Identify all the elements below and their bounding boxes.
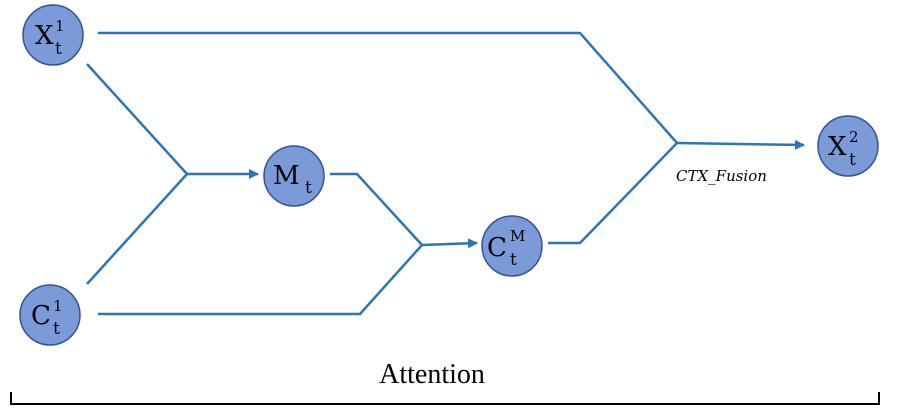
- edge-cm-to-fusion: [548, 142, 678, 245]
- ctx-fusion-label: CTX_Fusion: [676, 167, 767, 185]
- node-m: M t: [263, 145, 325, 207]
- node-x1: X 1 t: [22, 4, 84, 66]
- attention-label: Attention: [379, 359, 485, 390]
- node-x1-sup: 1: [55, 17, 65, 35]
- node-c1-base: C: [31, 301, 51, 331]
- edge-m-to-merge2: [330, 172, 423, 246]
- node-cm-sub: t: [510, 250, 517, 270]
- attention-bracket: [10, 392, 880, 405]
- node-c1-sup: 1: [53, 297, 63, 315]
- edge-c1-to-merge: [86, 173, 188, 285]
- node-x1-base: X: [35, 21, 54, 51]
- node-c1-sub: t: [53, 319, 60, 339]
- node-c1: C 1 t: [19, 284, 81, 346]
- edge-c1-to-merge2: [98, 244, 423, 316]
- node-cm: C M t: [481, 215, 543, 277]
- edge-fusion-to-x2: [676, 139, 805, 150]
- node-x2-base: X: [828, 132, 847, 162]
- edge-x1-to-merge: [86, 63, 188, 175]
- node-x2-sub: t: [849, 150, 856, 170]
- node-cm-base: C: [487, 233, 507, 263]
- node-m-base: M: [273, 161, 300, 191]
- node-cm-sup: M: [510, 227, 525, 245]
- node-x2-sup: 2: [849, 128, 859, 146]
- edge-merge2-to-cm: [421, 238, 478, 249]
- edge-x1-to-fusion: [98, 31, 678, 144]
- node-m-sub: t: [305, 178, 312, 198]
- node-x2: X 2 t: [817, 115, 879, 177]
- node-x1-sub: t: [55, 39, 62, 59]
